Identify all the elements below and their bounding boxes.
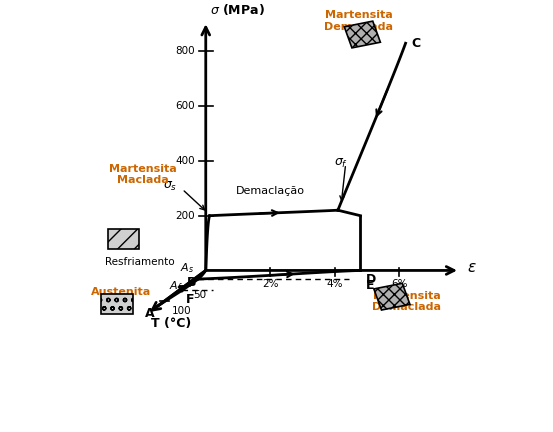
- Text: Demaclação: Demaclação: [236, 186, 305, 196]
- Text: 50: 50: [193, 290, 206, 300]
- Text: B: B: [186, 276, 196, 289]
- FancyBboxPatch shape: [101, 294, 133, 314]
- Text: Martensita
Demaclada: Martensita Demaclada: [373, 291, 441, 312]
- Text: F: F: [186, 293, 195, 306]
- Text: $\sigma_f$: $\sigma_f$: [333, 157, 348, 170]
- FancyBboxPatch shape: [107, 229, 139, 249]
- Polygon shape: [345, 21, 380, 48]
- Text: $\varepsilon$: $\varepsilon$: [467, 260, 477, 275]
- Text: T (°C): T (°C): [151, 317, 191, 330]
- Text: $A_f$: $A_f$: [169, 279, 183, 293]
- Text: Martensita
Maclada: Martensita Maclada: [109, 164, 177, 185]
- Text: D: D: [366, 273, 377, 286]
- Text: C: C: [411, 37, 421, 50]
- Text: A: A: [144, 307, 154, 320]
- Text: 600: 600: [175, 101, 195, 111]
- Polygon shape: [374, 283, 410, 310]
- Text: 800: 800: [175, 47, 195, 57]
- Text: 400: 400: [175, 156, 195, 166]
- Text: 6%: 6%: [391, 279, 408, 289]
- Text: 2%: 2%: [262, 279, 279, 289]
- Text: E: E: [366, 279, 375, 292]
- Text: Resfriamento: Resfriamento: [105, 257, 174, 267]
- Text: $A_s$: $A_s$: [180, 261, 194, 275]
- Text: 100: 100: [172, 305, 192, 315]
- Text: Austenita: Austenita: [91, 287, 152, 297]
- Text: Martensita
Demaclada: Martensita Demaclada: [324, 10, 393, 32]
- Text: 4%: 4%: [326, 279, 343, 289]
- Text: 200: 200: [175, 211, 195, 221]
- Text: $\sigma$ (MPa): $\sigma$ (MPa): [210, 2, 264, 16]
- Text: $\sigma_s$: $\sigma_s$: [163, 180, 178, 193]
